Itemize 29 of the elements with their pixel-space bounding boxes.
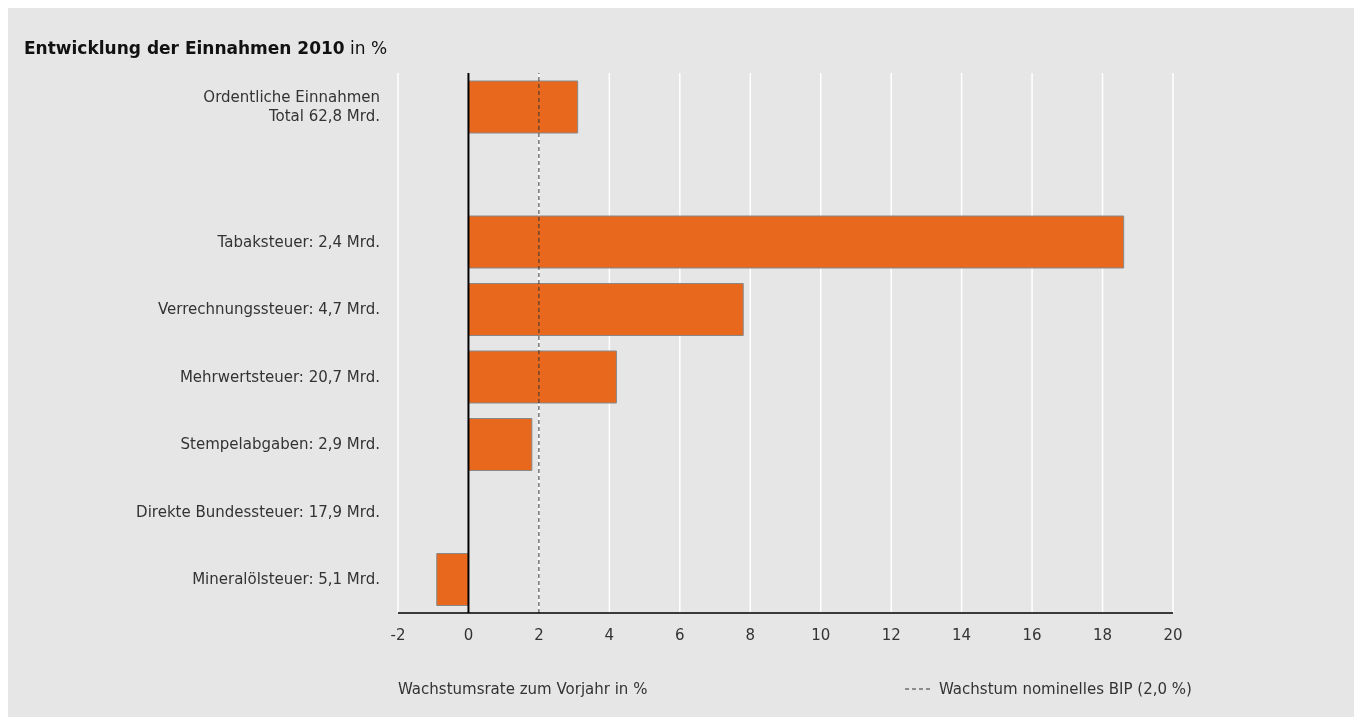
y-tick-label: Verrechnungssteuer: 4,7 Mrd. [157,300,380,319]
x-tick-label: 12 [881,625,901,644]
x-tick-label: 20 [1163,625,1183,644]
y-tick-label: Mineralölsteuer: 5,1 Mrd. [192,570,380,589]
text: Entwicklung der Einnahmen 2010 [24,38,345,58]
bar [467,80,579,134]
legend-label: Wachstum nominelles BIP (2,0 %) [939,680,1192,698]
x-tick-label: 0 [463,625,474,644]
x-tick-label: 8 [745,625,756,644]
x-tick-label: 18 [1093,625,1113,644]
x-axis-title: Wachstumsrate zum Vorjahr in % [398,680,648,698]
x-tick-label: 14 [952,625,972,644]
bar [436,553,469,606]
x-tick-label: 6 [675,625,685,644]
y-tick-label: Stempelabgaben: 2,9 Mrd. [180,435,380,454]
x-tick-label: 2 [534,625,544,644]
y-tick-label: Tabaksteuer: 2,4 Mrd. [216,232,380,251]
y-tick-label: Direkte Bundessteuer: 17,9 Mrd. [136,502,380,521]
x-tick-label: 10 [811,625,831,644]
y-tick-label: Ordentliche Einnahmen Total 62,8 Mrd. [203,88,380,126]
bar [467,215,1125,269]
y-tick-label: Mehrwertsteuer: 20,7 Mrd. [179,367,380,386]
x-tick-label: -2 [390,625,406,644]
x-tick-label: 4 [604,625,615,644]
x-tick-label: 16 [1022,625,1042,644]
bar [467,283,744,336]
chart-subtitle: in % [350,38,388,58]
bar [467,350,617,404]
bar [467,418,533,471]
